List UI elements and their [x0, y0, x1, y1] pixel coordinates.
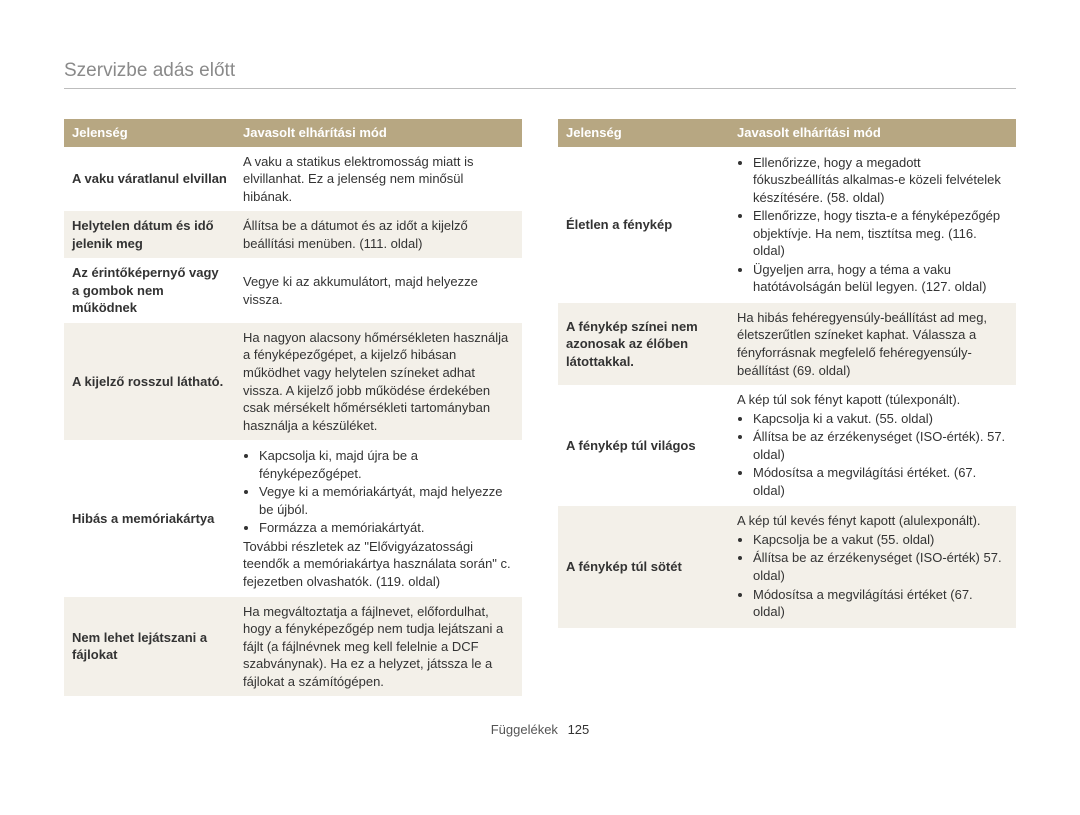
remedy-list-item: Ellenőrizze, hogy tiszta-e a fényképezőg…	[753, 207, 1008, 260]
row-label: A fénykép színei nem azonosak az élőben …	[558, 303, 729, 385]
table-row: A fénykép színei nem azonosak az élőben …	[558, 303, 1016, 385]
th-situation: Jelenség	[558, 119, 729, 147]
remedy-text: Állítsa be a dátumot és az időt a kijelz…	[243, 217, 514, 252]
footer-label: Függelékek	[491, 722, 558, 737]
row-label: Hibás a memóriakártya	[64, 440, 235, 596]
row-label: A fénykép túl világos	[558, 385, 729, 506]
content-columns: Jelenség Javasolt elhárítási mód A vaku …	[64, 119, 1016, 696]
remedy-list: Kapcsolja ki a vakut. (55. oldal)Állítsa…	[737, 410, 1008, 500]
remedy-list-item: Állítsa be az érzékenységet (ISO-érték).…	[753, 428, 1008, 463]
page-footer: Függelékek 125	[64, 722, 1016, 737]
remedy-list-item: Kapcsolja ki, majd újra be a fényképezőg…	[259, 447, 514, 482]
remedy-tail: További részletek az "Elővigyázatossági …	[243, 538, 514, 591]
remedy-list: Ellenőrizze, hogy a megadott fókuszbeáll…	[737, 154, 1008, 296]
remedy-list-item: Módosítsa a megvilágítási értéket (67. o…	[753, 586, 1008, 621]
row-label: Életlen a fénykép	[558, 147, 729, 303]
footer-page-number: 125	[568, 722, 590, 737]
remedy-list-item: Ügyeljen arra, hogy a téma a vaku hatótá…	[753, 261, 1008, 296]
remedy-text: Vegye ki az akkumulátort, majd helyezze …	[243, 273, 514, 308]
remedy-list-item: Állítsa be az érzékenységet (ISO-érték) …	[753, 549, 1008, 584]
remedy-list-item: Formázza a memóriakártyát.	[259, 519, 514, 537]
row-label: A vaku váratlanul elvillan	[64, 147, 235, 212]
row-remedy: A kép túl sok fényt kapott (túlexponált)…	[729, 385, 1016, 506]
row-label: Az érintőképernyő vagy a gombok nem műkö…	[64, 258, 235, 323]
table-row: Életlen a fénykép Ellenőrizze, hogy a meg…	[558, 147, 1016, 303]
right-column: Jelenség Javasolt elhárítási mód Életlen…	[558, 119, 1016, 696]
table-row: A fénykép túl sötét A kép túl kevés fényt…	[558, 506, 1016, 627]
table-row: Helytelen dátum és idő jelenik megÁllíts…	[64, 211, 522, 258]
remedy-list-item: Kapcsolja ki a vakut. (55. oldal)	[753, 410, 1008, 428]
page-title: Szervizbe adás előtt	[64, 60, 1016, 89]
row-remedy: Ellenőrizze, hogy a megadott fókuszbeáll…	[729, 147, 1016, 303]
row-remedy: Ha megváltoztatja a fájlnevet, előfordul…	[235, 597, 522, 697]
th-remedy: Javasolt elhárítási mód	[729, 119, 1016, 147]
table-row: Hibás a memóriakártya Kapcsolja ki, majd …	[64, 440, 522, 596]
table-row: A fénykép túl világos A kép túl sok fényt…	[558, 385, 1016, 506]
row-label: A fénykép túl sötét	[558, 506, 729, 627]
row-remedy: A kép túl kevés fényt kapott (alulexponá…	[729, 506, 1016, 627]
remedy-text: Ha nagyon alacsony hőmérsékleten használ…	[243, 329, 514, 434]
remedy-list-item: Ellenőrizze, hogy a megadott fókuszbeáll…	[753, 154, 1008, 207]
row-remedy: Vegye ki az akkumulátort, majd helyezze …	[235, 258, 522, 323]
table-row: A vaku váratlanul elvillanA vaku a stati…	[64, 147, 522, 212]
remedy-list-item: Kapcsolja be a vakut (55. oldal)	[753, 531, 1008, 549]
remedy-lead: A kép túl kevés fényt kapott (alulexponá…	[737, 512, 1008, 530]
row-remedy: Állítsa be a dátumot és az időt a kijelz…	[235, 211, 522, 258]
remedy-list-item: Módosítsa a megvilágítási értéket. (67. …	[753, 464, 1008, 499]
remedy-list: Kapcsolja ki, majd újra be a fényképezőg…	[243, 447, 514, 537]
remedy-text: A vaku a statikus elektromosság miatt is…	[243, 153, 514, 206]
th-remedy: Javasolt elhárítási mód	[235, 119, 522, 147]
row-remedy: Ha hibás fehéregyensúly-beállítást ad me…	[729, 303, 1016, 385]
troubleshoot-table-right: Jelenség Javasolt elhárítási mód Életlen…	[558, 119, 1016, 628]
remedy-text: Ha hibás fehéregyensúly-beállítást ad me…	[737, 309, 1008, 379]
table-row: Nem lehet lejátszani a fájlokatHa megvál…	[64, 597, 522, 697]
row-label: Nem lehet lejátszani a fájlokat	[64, 597, 235, 697]
row-remedy: Kapcsolja ki, majd újra be a fényképezőg…	[235, 440, 522, 596]
remedy-list-item: Vegye ki a memóriakártyát, majd helyezze…	[259, 483, 514, 518]
row-remedy: Ha nagyon alacsony hőmérsékleten használ…	[235, 323, 522, 440]
row-label: A kijelző rosszul látható.	[64, 323, 235, 440]
table-row: A kijelző rosszul látható.Ha nagyon alac…	[64, 323, 522, 440]
row-label: Helytelen dátum és idő jelenik meg	[64, 211, 235, 258]
th-situation: Jelenség	[64, 119, 235, 147]
remedy-lead: A kép túl sok fényt kapott (túlexponált)…	[737, 391, 1008, 409]
troubleshoot-table-left: Jelenség Javasolt elhárítási mód A vaku …	[64, 119, 522, 696]
row-remedy: A vaku a statikus elektromosság miatt is…	[235, 147, 522, 212]
left-column: Jelenség Javasolt elhárítási mód A vaku …	[64, 119, 522, 696]
remedy-list: Kapcsolja be a vakut (55. oldal)Állítsa …	[737, 531, 1008, 621]
remedy-text: Ha megváltoztatja a fájlnevet, előfordul…	[243, 603, 514, 691]
table-row: Az érintőképernyő vagy a gombok nem műkö…	[64, 258, 522, 323]
